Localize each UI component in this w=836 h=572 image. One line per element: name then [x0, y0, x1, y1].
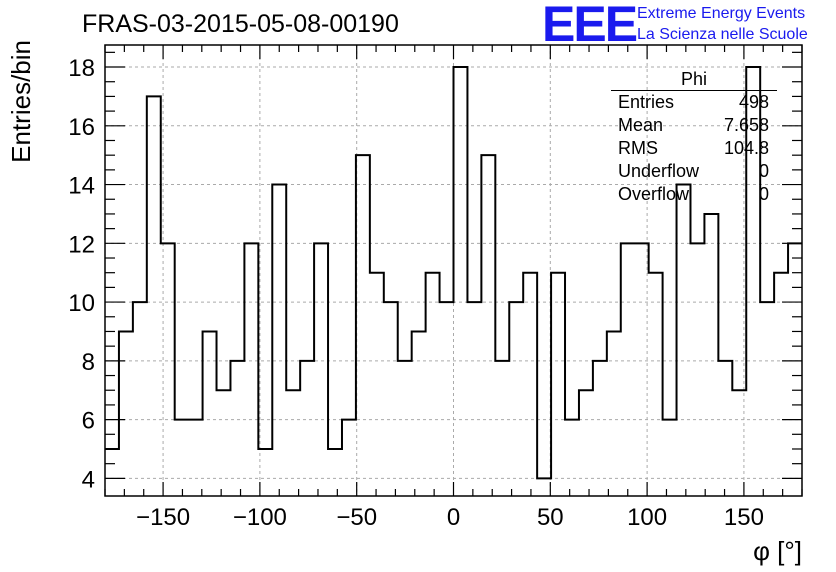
stats-value: 0	[758, 184, 769, 204]
histogram-bin	[147, 96, 161, 496]
stats-row-overflow: Overflow 0	[611, 183, 777, 206]
stats-row-underflow: Underflow 0	[611, 160, 777, 183]
histogram-bin	[412, 331, 426, 496]
histogram-bin	[230, 361, 244, 496]
histogram-bin	[760, 302, 774, 496]
stats-value: 7.658	[723, 115, 769, 135]
histogram-bin	[398, 361, 412, 496]
histogram-outline	[105, 66, 802, 480]
histogram-bin	[509, 302, 523, 496]
histogram-bin	[704, 214, 718, 496]
histogram-bin	[286, 390, 300, 496]
stats-value: 0	[758, 161, 769, 181]
histogram-bin	[481, 155, 495, 496]
chart-title: FRAS-03-2015-05-08-00190	[82, 10, 399, 38]
histogram-bin	[607, 331, 621, 496]
histogram-bin	[621, 243, 635, 496]
y-axis-label: Entries/bin	[6, 40, 36, 163]
logo-line-1: Extreme Energy Events	[637, 5, 806, 22]
stats-row-mean: Mean 7.658	[611, 114, 777, 137]
y-tick-label: 16	[68, 114, 95, 141]
histogram-bin	[189, 420, 203, 496]
histogram-bin	[495, 361, 509, 496]
stats-value: 498	[738, 92, 769, 112]
histogram-bin	[300, 361, 314, 496]
stats-label: Entries	[618, 92, 675, 112]
histogram-bin	[133, 302, 147, 496]
stats-row-rms: RMS 104.8	[611, 137, 777, 160]
histogram-bin	[718, 361, 732, 496]
histogram-bin	[217, 390, 231, 496]
stats-label: Underflow	[618, 161, 700, 181]
histogram-bin	[635, 243, 649, 496]
stats-box: Phi Entries 498 Mean 7.658 RMS 104.8 Und…	[611, 68, 777, 206]
histogram-bin	[523, 273, 537, 496]
y-tick-label: 14	[68, 173, 95, 200]
histogram-bin	[342, 420, 356, 496]
histogram-bin	[649, 273, 663, 496]
stats-label: Overflow	[618, 184, 690, 204]
histogram-bin	[314, 243, 328, 496]
y-tick-label: 10	[68, 290, 95, 317]
histogram-bin	[119, 331, 133, 496]
histogram-bin	[105, 449, 119, 496]
x-tick-label: 0	[447, 504, 460, 531]
stats-label: Mean	[618, 115, 664, 135]
histogram-bin	[370, 273, 384, 496]
histogram-bin	[356, 155, 370, 496]
x-tick-label: −100	[233, 504, 287, 531]
eee-logo: EEE	[542, 0, 638, 52]
stats-row-entries: Entries 498	[611, 91, 777, 114]
x-tick-label: 100	[627, 504, 667, 531]
histogram-bin	[244, 243, 258, 496]
histogram-bin	[537, 478, 551, 496]
stats-value: 104.8	[723, 138, 769, 158]
x-tick-label: −50	[336, 504, 377, 531]
x-tick-label: 150	[724, 504, 764, 531]
histogram-bin	[384, 302, 398, 496]
histogram-bin	[677, 185, 691, 496]
y-tick-label: 4	[82, 466, 95, 493]
y-tick-label: 12	[68, 231, 95, 258]
y-tick-label: 18	[68, 55, 95, 82]
y-tick-label: 8	[82, 349, 95, 376]
histogram-bin	[467, 302, 481, 496]
histogram-bin	[593, 361, 607, 496]
histogram-bin	[565, 420, 579, 496]
histogram-bin	[663, 420, 677, 496]
histogram-bin	[440, 302, 454, 496]
logo-line-2: La Scienza nelle Scuole	[637, 26, 808, 43]
histogram-bin	[551, 273, 565, 496]
histogram-bin	[454, 67, 468, 496]
histogram-bin	[203, 331, 217, 496]
x-tick-label: −150	[136, 504, 190, 531]
histogram-bin	[175, 420, 189, 496]
histogram-bin	[426, 273, 440, 496]
histogram-bin	[328, 449, 342, 496]
histogram-bin	[774, 273, 788, 496]
histogram-bin	[788, 243, 802, 496]
stats-title: Phi	[611, 68, 777, 91]
stats-label: RMS	[618, 138, 658, 158]
histogram-bin	[272, 185, 286, 496]
x-tick-label: 50	[537, 504, 564, 531]
histogram-bin	[690, 243, 704, 496]
x-axis-label: φ [°]	[753, 536, 802, 566]
histogram-bin	[579, 390, 593, 496]
y-tick-label: 6	[82, 408, 95, 435]
